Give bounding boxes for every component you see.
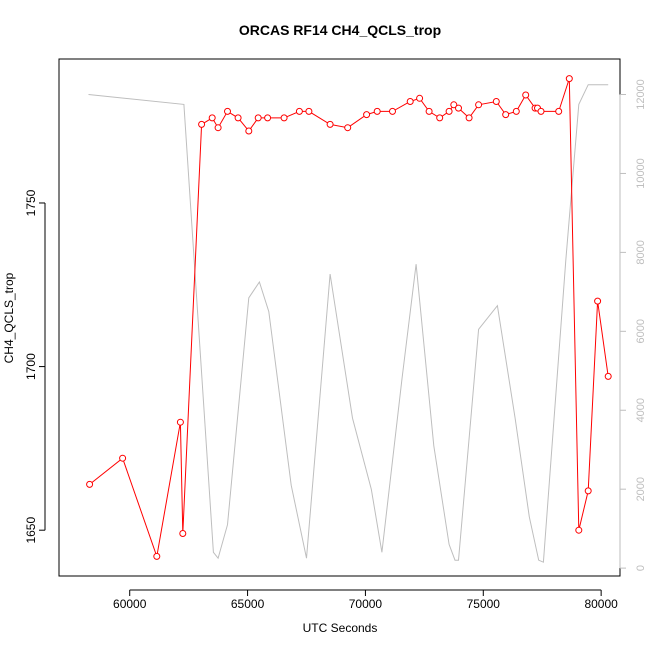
primary-series-point bbox=[555, 107, 563, 115]
y2-tick-label: 8000 bbox=[635, 240, 647, 264]
primary-series-point bbox=[214, 124, 222, 132]
primary-series-point bbox=[445, 107, 453, 115]
primary-series-point bbox=[86, 480, 94, 488]
primary-series-point bbox=[425, 107, 433, 115]
primary-series-point bbox=[198, 120, 206, 128]
primary-series-point bbox=[604, 372, 612, 380]
primary-series-point bbox=[584, 487, 592, 495]
plot-frame bbox=[58, 58, 621, 577]
y2-tick-label: 6000 bbox=[635, 319, 647, 343]
y-tick-label: 1750 bbox=[24, 189, 38, 216]
secondary-series bbox=[88, 84, 609, 563]
chart-title: ORCAS RF14 CH4_QCLS_trop bbox=[239, 22, 441, 38]
primary-series-line bbox=[89, 78, 609, 559]
x-tick-label: 80000 bbox=[584, 597, 618, 611]
x-axis: 60000 65000 70000 75000 80000 bbox=[113, 589, 618, 611]
primary-series-point bbox=[153, 552, 161, 560]
y-axis-left: 1650 1700 1750 bbox=[24, 189, 46, 544]
y-axis-right: 0 2000 4000 6000 8000 10000 12000 bbox=[619, 79, 647, 571]
primary-series-point bbox=[389, 107, 396, 115]
primary-series-point bbox=[234, 114, 242, 122]
primary-series-point bbox=[363, 111, 371, 119]
primary-series-point bbox=[436, 114, 444, 122]
primary-series bbox=[86, 75, 612, 560]
x-tick-label: 75000 bbox=[467, 597, 501, 611]
primary-series-point bbox=[416, 94, 424, 102]
primary-series-point bbox=[450, 101, 458, 109]
primary-series-point bbox=[475, 101, 483, 109]
primary-series-point bbox=[176, 418, 184, 426]
primary-series-point bbox=[502, 111, 510, 119]
primary-series-point bbox=[373, 107, 381, 115]
primary-series-point bbox=[264, 114, 272, 122]
primary-series-point bbox=[565, 75, 573, 83]
primary-series-point bbox=[305, 107, 313, 115]
primary-series-point bbox=[280, 114, 288, 122]
x-axis-label: UTC Seconds bbox=[303, 621, 378, 635]
primary-series-point bbox=[406, 98, 414, 105]
primary-series-point bbox=[455, 104, 462, 112]
primary-series-point bbox=[594, 297, 602, 305]
primary-series-point bbox=[208, 114, 216, 122]
primary-series-point bbox=[179, 530, 187, 537]
y2-tick-label: 2000 bbox=[635, 477, 647, 501]
x-tick-label: 60000 bbox=[113, 597, 147, 611]
y-tick-label: 1650 bbox=[24, 517, 38, 544]
x-tick-label: 70000 bbox=[349, 597, 383, 611]
y-tick-label: 1700 bbox=[24, 353, 38, 380]
x-tick-label: 65000 bbox=[231, 597, 265, 611]
primary-series-point bbox=[245, 127, 253, 135]
primary-series-point bbox=[537, 107, 545, 115]
primary-series-point bbox=[224, 107, 231, 115]
primary-series-point bbox=[492, 98, 500, 105]
primary-series-point bbox=[465, 114, 473, 122]
secondary-series-line bbox=[88, 84, 609, 563]
primary-series-point bbox=[119, 454, 127, 462]
primary-series-point bbox=[344, 124, 352, 132]
primary-series-point bbox=[522, 91, 530, 99]
primary-series-point bbox=[512, 107, 520, 115]
y2-tick-label: 12000 bbox=[635, 79, 647, 110]
y2-tick-label: 0 bbox=[635, 565, 647, 571]
y-axis-label: CH4_QCLS_trop bbox=[2, 272, 16, 363]
y2-tick-label: 10000 bbox=[635, 158, 647, 189]
primary-series-point bbox=[295, 107, 303, 115]
y2-tick-label: 4000 bbox=[635, 398, 647, 422]
primary-series-point bbox=[254, 114, 262, 122]
primary-series-point bbox=[575, 526, 583, 534]
primary-series-point bbox=[326, 120, 334, 128]
